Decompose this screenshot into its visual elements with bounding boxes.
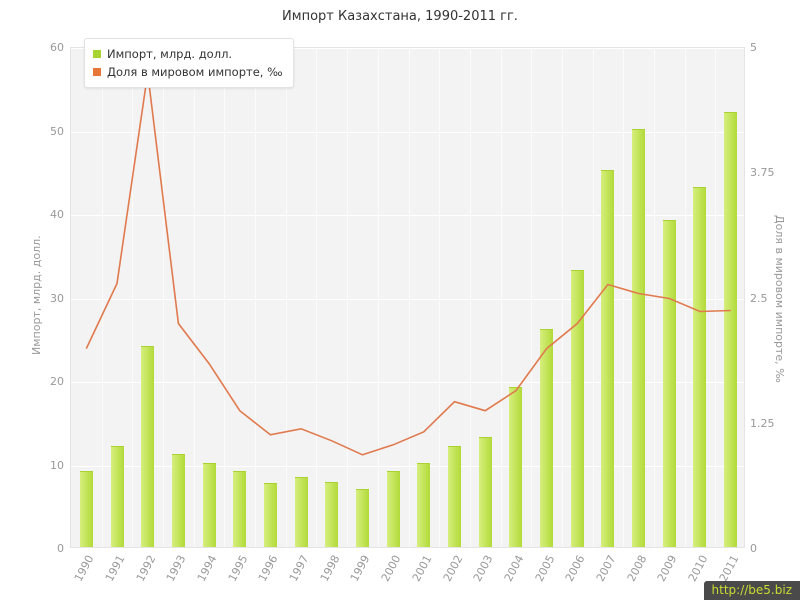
- gridline-horizontal: [71, 48, 744, 49]
- gridline-vertical: [408, 48, 410, 547]
- x-axis-label: 2004: [501, 553, 527, 584]
- y-axis-tick-left: 40: [50, 208, 64, 221]
- legend-item-import[interactable]: Импорт, млрд. долл.: [93, 45, 283, 63]
- bar-2002[interactable]: [448, 445, 462, 547]
- x-axis-label: 2005: [532, 553, 558, 584]
- gridline-horizontal: [71, 382, 744, 383]
- bar-1995[interactable]: [233, 470, 247, 547]
- y-axis-tick-left: 60: [50, 41, 64, 54]
- bar-2007[interactable]: [601, 170, 615, 547]
- bar-2010[interactable]: [693, 186, 707, 547]
- bar-2001[interactable]: [417, 462, 431, 547]
- gridline-vertical: [469, 48, 471, 547]
- gridline-vertical: [377, 48, 379, 547]
- y-axis-tick-left: 10: [50, 458, 64, 472]
- x-axis-label: 1993: [164, 553, 189, 584]
- x-axis-label: 2007: [593, 553, 619, 584]
- bar-2003[interactable]: [478, 437, 492, 547]
- gridline-vertical: [592, 48, 594, 547]
- bar-1992[interactable]: [141, 345, 155, 547]
- gridline-horizontal: [71, 131, 744, 133]
- bar-1998[interactable]: [325, 481, 339, 547]
- share-line-layer: [85, 72, 731, 456]
- y-axis-tick-left: 0: [57, 542, 64, 555]
- bar-1991[interactable]: [110, 445, 124, 547]
- x-axis-label: 1999: [348, 553, 373, 584]
- gridline-vertical: [561, 48, 563, 547]
- x-axis-label: 1996: [256, 553, 281, 584]
- y-axis-tick-left: 50: [50, 124, 64, 138]
- x-axis-label: 1991: [102, 553, 128, 584]
- bar-2011[interactable]: [724, 111, 738, 547]
- bar-1997[interactable]: [294, 476, 308, 547]
- x-axis-label: 1997: [286, 553, 312, 584]
- watermark-link[interactable]: http://be5.biz: [703, 581, 800, 600]
- bar-2008[interactable]: [632, 128, 646, 547]
- gridline-vertical: [101, 48, 103, 547]
- gridline-vertical: [653, 48, 655, 547]
- legend-swatch-import: [93, 50, 101, 58]
- gridline-vertical: [132, 48, 134, 547]
- gridline-vertical: [163, 48, 165, 547]
- legend-item-share[interactable]: Доля в мировом импорте, ‰: [93, 63, 283, 81]
- bar-2000[interactable]: [386, 470, 400, 547]
- gridline-horizontal: [71, 465, 744, 467]
- y-axis-tick-right: 3.75: [750, 166, 775, 180]
- legend-label-import: Импорт, млрд. долл.: [107, 47, 233, 61]
- gridline-vertical: [684, 48, 686, 547]
- plot-area: [70, 47, 745, 548]
- gridline-vertical: [715, 48, 717, 547]
- x-axis-label: 2008: [624, 553, 650, 584]
- gridline-vertical: [500, 48, 502, 547]
- gridline-vertical: [531, 48, 533, 547]
- x-axis-label: 1995: [225, 553, 251, 584]
- share-line: [85, 72, 731, 456]
- legend-swatch-share: [93, 68, 101, 76]
- gridline-vertical: [285, 48, 287, 547]
- gridline-vertical: [193, 48, 195, 547]
- chart-title: Импорт Казахстана, 1990-2011 гг.: [282, 9, 518, 24]
- gridline-horizontal: [71, 298, 744, 300]
- y-axis-tick-right: 2.5: [750, 291, 768, 305]
- y-axis-tick-right: 0: [750, 542, 757, 555]
- x-axis-label: 2000: [379, 553, 404, 584]
- bar-2005[interactable]: [540, 328, 554, 547]
- bar-1999[interactable]: [355, 489, 369, 547]
- y-axis-tick-left: 30: [50, 291, 64, 305]
- x-axis-label: 2003: [471, 553, 496, 584]
- gridline-horizontal: [71, 215, 744, 216]
- bar-2004[interactable]: [509, 387, 523, 547]
- gridline-vertical: [224, 48, 226, 547]
- x-axis-label: 1994: [194, 553, 220, 584]
- bar-1994[interactable]: [202, 462, 216, 547]
- bar-2006[interactable]: [570, 270, 584, 547]
- gridline-vertical: [316, 48, 318, 547]
- x-axis-label: 2009: [655, 553, 680, 584]
- bar-1990[interactable]: [79, 470, 93, 547]
- gridline-vertical: [347, 48, 349, 547]
- bar-2009[interactable]: [662, 220, 676, 547]
- x-axis-label: 1992: [133, 553, 159, 584]
- legend[interactable]: Импорт, млрд. долл. Доля в мировом импор…: [84, 38, 294, 88]
- x-axis-label: 2002: [440, 553, 465, 584]
- x-axis-label: 2001: [409, 553, 435, 584]
- y-axis-tick-left: 20: [50, 375, 64, 388]
- x-axis-label: 1998: [317, 553, 343, 584]
- bar-1993[interactable]: [171, 454, 185, 547]
- gridline-vertical: [255, 48, 257, 547]
- x-axis-label: 1990: [72, 553, 97, 584]
- legend-label-share: Доля в мировом импорте, ‰: [107, 65, 283, 79]
- y-axis-tick-right: 1.25: [750, 416, 775, 430]
- x-axis-label: 2006: [563, 553, 588, 584]
- bar-1996[interactable]: [263, 483, 277, 547]
- gridline-vertical: [623, 48, 625, 547]
- gridline-vertical: [439, 48, 441, 547]
- y-axis-tick-right: 5: [750, 41, 757, 54]
